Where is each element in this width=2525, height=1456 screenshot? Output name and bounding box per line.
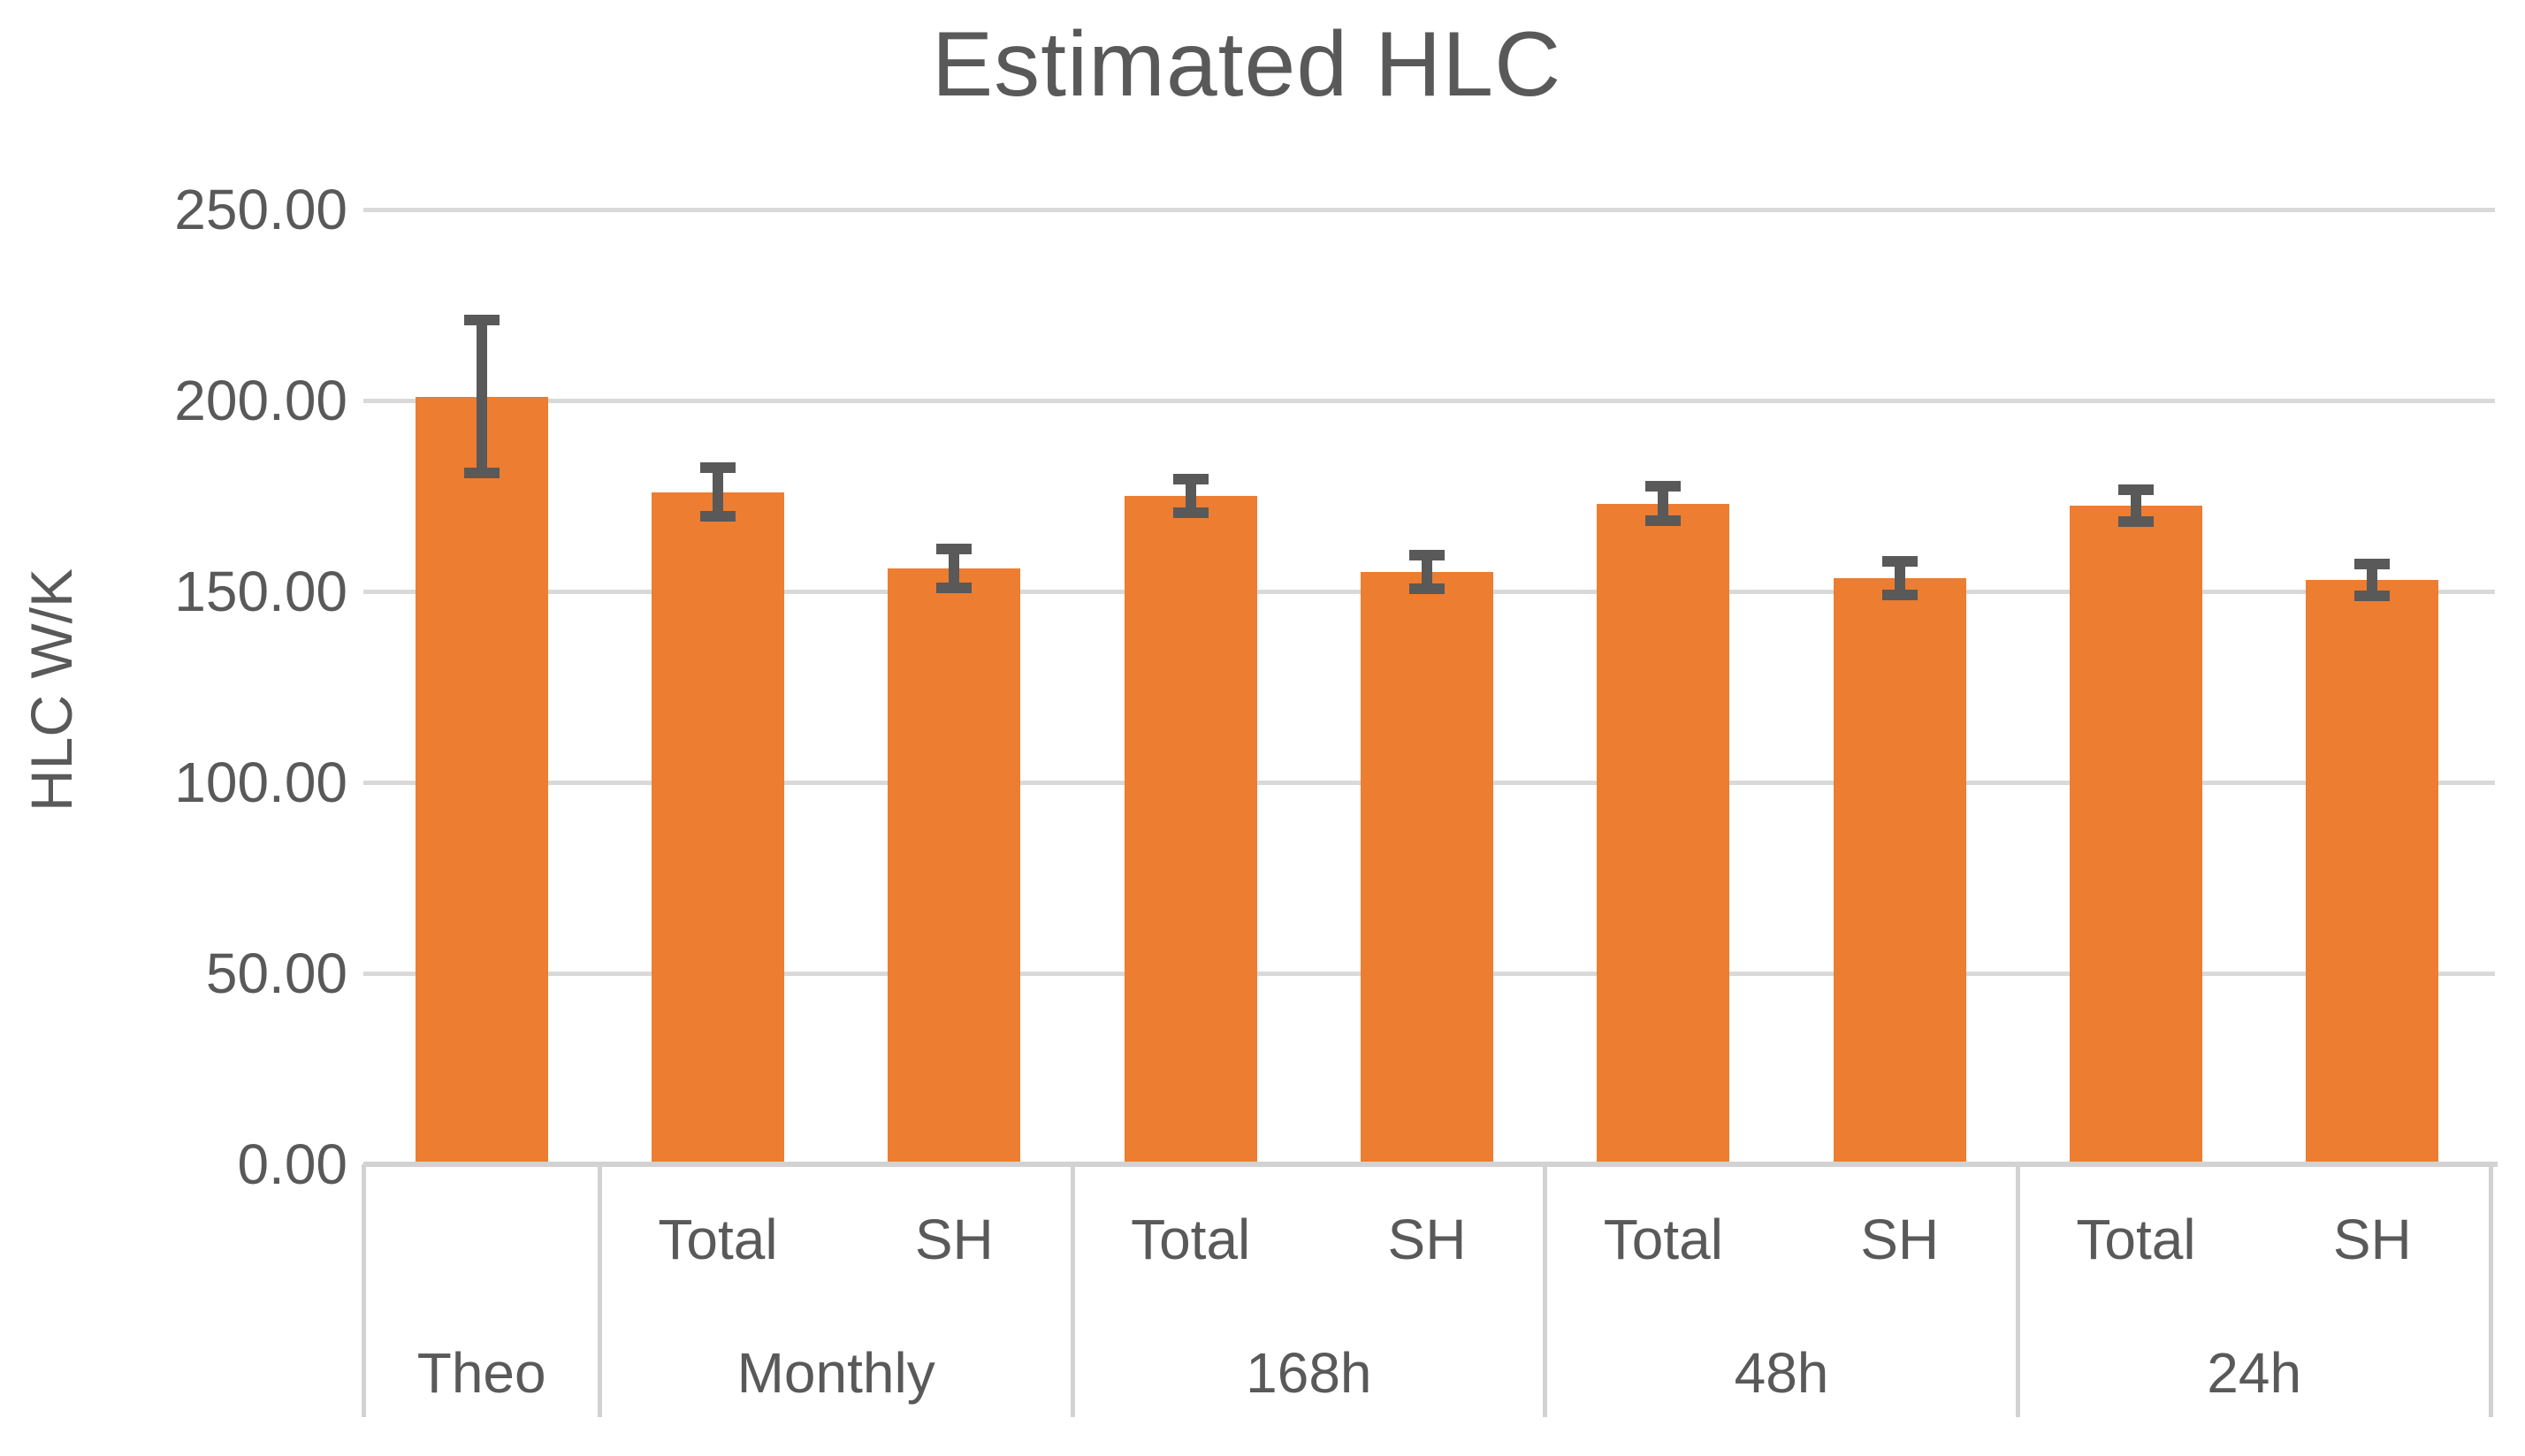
x-sub-label: Total (1603, 1208, 1723, 1271)
bar (1833, 577, 1966, 1164)
x-sub-label: SH (1387, 1208, 1467, 1271)
error-bar-line (2367, 563, 2378, 597)
category-table-divider (597, 1164, 602, 1417)
bar (415, 396, 548, 1164)
x-group-label: Monthly (736, 1341, 935, 1405)
error-bar-cap-top (936, 544, 973, 555)
category-table-divider (1543, 1164, 1548, 1417)
x-sub-label: SH (914, 1208, 994, 1271)
bar (1124, 496, 1257, 1164)
y-tick-label: 50.00 (205, 941, 347, 1005)
x-sub-label: Total (658, 1208, 778, 1271)
error-bar-line (2131, 489, 2141, 522)
y-axis-title: HLC W/K (19, 568, 84, 812)
x-group-label: 168h (1246, 1341, 1372, 1405)
y-gridline (363, 398, 2495, 403)
error-bar-cap-top (463, 315, 500, 326)
error-bar-cap-bottom (463, 468, 500, 479)
error-bar-cap-bottom (2118, 515, 2154, 527)
error-bar-cap-top (1172, 474, 1209, 485)
x-sub-label: SH (2332, 1208, 2412, 1271)
error-bar-line (1894, 560, 1905, 595)
category-table-divider (361, 1164, 366, 1417)
x-sub-label: Total (2076, 1208, 2196, 1271)
error-bar-cap-bottom (1409, 583, 1445, 595)
bar (888, 568, 1021, 1164)
y-tick-label: 0.00 (237, 1132, 347, 1196)
bar (652, 492, 784, 1164)
y-tick-label: 150.00 (174, 560, 347, 623)
error-bar-cap-bottom (700, 510, 736, 522)
error-bar-line (1185, 479, 1196, 513)
x-sub-label: SH (1860, 1208, 1940, 1271)
error-bar-cap-top (1409, 550, 1445, 561)
error-bar-cap-bottom (936, 582, 973, 593)
category-table-divider (2488, 1164, 2493, 1417)
error-bar-cap-top (1881, 555, 1918, 567)
category-table-divider (1070, 1164, 1075, 1417)
y-tick-label: 200.00 (174, 369, 347, 432)
error-bar-line (949, 549, 960, 588)
y-gridline (363, 207, 2495, 212)
error-bar-cap-bottom (2354, 591, 2391, 602)
bar (1597, 503, 1730, 1164)
x-sub-label: Total (1131, 1208, 1251, 1271)
error-bar-cap-top (2118, 484, 2154, 495)
bar (2306, 580, 2439, 1164)
x-axis-line (363, 1162, 2498, 1167)
x-group-label: 48h (1734, 1341, 1829, 1405)
x-group-label: Theo (416, 1341, 546, 1405)
error-bar-cap-bottom (1645, 515, 1682, 527)
error-bar-cap-bottom (1172, 507, 1209, 518)
error-bar-cap-top (1645, 481, 1682, 492)
error-bar-cap-top (700, 462, 736, 474)
category-table-divider (2015, 1164, 2020, 1417)
bar (1361, 572, 1493, 1164)
error-bar-line (713, 468, 723, 516)
error-bar-line (1422, 555, 1432, 590)
error-bar-cap-top (2354, 558, 2391, 569)
error-bar-line (1658, 486, 1669, 522)
error-bar-line (476, 320, 487, 474)
error-bar-cap-bottom (1881, 589, 1918, 600)
y-tick-label: 100.00 (174, 751, 347, 814)
chart-title: Estimated HLC (931, 13, 1562, 116)
bar (2070, 505, 2202, 1164)
y-tick-label: 250.00 (174, 178, 347, 241)
x-group-label: 24h (2207, 1341, 2302, 1405)
